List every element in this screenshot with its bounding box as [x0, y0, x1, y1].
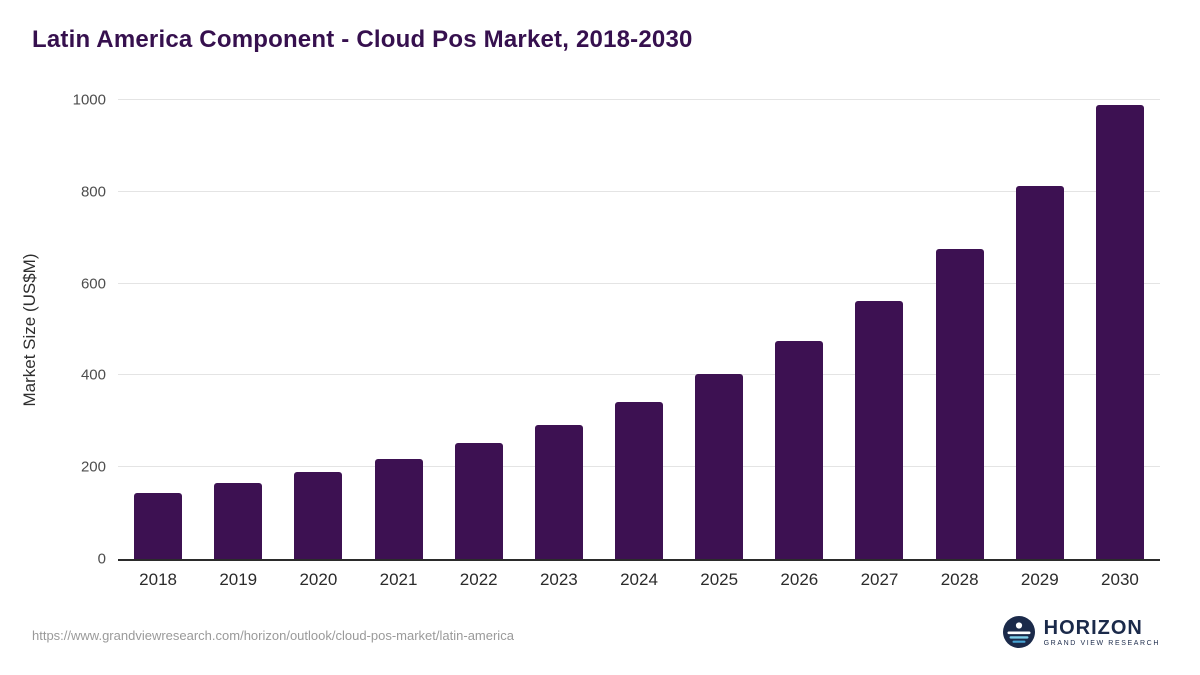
plot-area: 0 200 400 600 800 1000 — [73, 92, 1160, 568]
gridline — [118, 99, 1160, 100]
x-tick-label-2024: 2024 — [620, 570, 658, 589]
gridline — [118, 282, 1160, 284]
bar-slot — [679, 100, 759, 559]
x-tick-label-2018: 2018 — [139, 570, 177, 589]
bar-2028 — [935, 249, 984, 559]
x-tick-label-2025: 2025 — [700, 570, 739, 589]
bar-2022 — [454, 443, 503, 559]
y-tick-label: 400 — [80, 366, 106, 384]
bar-2020 — [294, 471, 343, 559]
y-tick-label: 0 — [97, 550, 106, 568]
bar-2021 — [374, 459, 423, 559]
bar-2019 — [214, 483, 263, 559]
x-tick-label-2021: 2021 — [379, 570, 418, 589]
bar-2024 — [615, 402, 664, 559]
logo-subtext: GRAND VIEW RESEARCH — [1043, 639, 1160, 647]
bar-2025 — [695, 374, 744, 559]
bar-2030 — [1095, 104, 1144, 559]
x-tick-label-2030: 2030 — [1101, 570, 1139, 589]
x-tick-label-2023: 2023 — [539, 570, 578, 589]
bar-slot — [1000, 100, 1080, 559]
y-tick-label: 1000 — [72, 91, 106, 109]
gridline — [118, 190, 1160, 192]
bars — [118, 100, 1160, 559]
bar-2023 — [534, 424, 583, 559]
logo-text-block: HORIZON GRAND VIEW RESEARCH — [1043, 616, 1160, 647]
y-tick-label: 600 — [80, 275, 106, 293]
horizon-logo-icon — [1002, 616, 1035, 648]
x-tick-label-2022: 2022 — [459, 570, 498, 589]
bar-slot — [358, 100, 438, 559]
bar-slot — [599, 100, 679, 559]
bar-2029 — [1015, 186, 1064, 559]
y-axis-label: Market Size (US$M) — [20, 253, 39, 407]
bar-slot — [118, 100, 198, 559]
x-tick-label-2027: 2027 — [860, 570, 899, 589]
y-tick-label: 800 — [80, 183, 106, 201]
chart-title: Latin America Component - Cloud Pos Mark… — [32, 26, 693, 53]
bar-slot — [198, 100, 278, 559]
bar-slot — [759, 100, 839, 559]
bar-slot — [439, 100, 519, 559]
x-tick-label-2026: 2026 — [780, 570, 819, 589]
x-tick-label-2029: 2029 — [1020, 570, 1059, 589]
bar-slot — [519, 100, 599, 559]
x-tick-label-2020: 2020 — [299, 570, 338, 589]
x-tick-label-2019: 2019 — [219, 570, 258, 589]
bar-slot — [839, 100, 919, 559]
x-labels: 2018 2019 2020 2021 2022 2023 2024 2025 2026 2027… — [118, 570, 1160, 590]
horizon-logo: HORIZON GRAND VIEW RESEARCH — [1002, 616, 1160, 648]
bar-slot — [278, 100, 358, 559]
source-url: https://www.grandviewresearch.com/horizo… — [32, 628, 514, 643]
bar-2026 — [775, 340, 824, 559]
bar-slot — [920, 100, 1000, 559]
bar-2027 — [855, 301, 904, 559]
y-tick-label: 200 — [80, 458, 106, 476]
x-tick-label-2028: 2028 — [940, 570, 979, 589]
logo-name: HORIZON — [1043, 616, 1143, 639]
bar-2018 — [134, 493, 183, 559]
gridline — [118, 374, 1160, 376]
bar-slot — [1080, 100, 1160, 559]
